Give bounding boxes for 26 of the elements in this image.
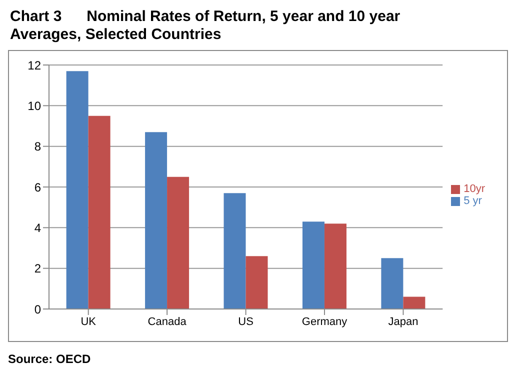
bar	[167, 176, 190, 309]
bar	[224, 193, 246, 309]
y-tick-label: 2	[34, 262, 42, 276]
bar	[66, 71, 88, 309]
y-tick-label: 4	[34, 220, 42, 235]
bar	[246, 256, 268, 309]
bar	[324, 224, 346, 309]
source-note: Source: OECD	[8, 352, 92, 366]
legend-label: 5 yr	[464, 195, 482, 207]
y-tick-label: 6	[34, 180, 42, 194]
y-tick-label: 12	[28, 58, 42, 72]
bar	[88, 116, 110, 309]
legend-label: 10yr	[464, 183, 485, 195]
x-tick-label: Canada	[148, 316, 188, 328]
y-tick-label: 8	[34, 140, 42, 154]
bar	[145, 132, 168, 309]
y-tick-label: 0	[34, 302, 42, 316]
bar	[403, 296, 426, 309]
x-tick-label: Japan	[388, 316, 418, 328]
x-tick-label: Germany	[302, 316, 348, 328]
bar	[302, 222, 324, 309]
x-tick-label: US	[238, 316, 254, 328]
chart-title: Chart 3 Nominal Rates of Return, 5 year and 10 year Averages, Selected Countries	[9, 8, 402, 44]
bar	[381, 258, 404, 309]
y-tick-label: 10	[28, 98, 42, 113]
x-tick-label: UK	[80, 316, 97, 328]
